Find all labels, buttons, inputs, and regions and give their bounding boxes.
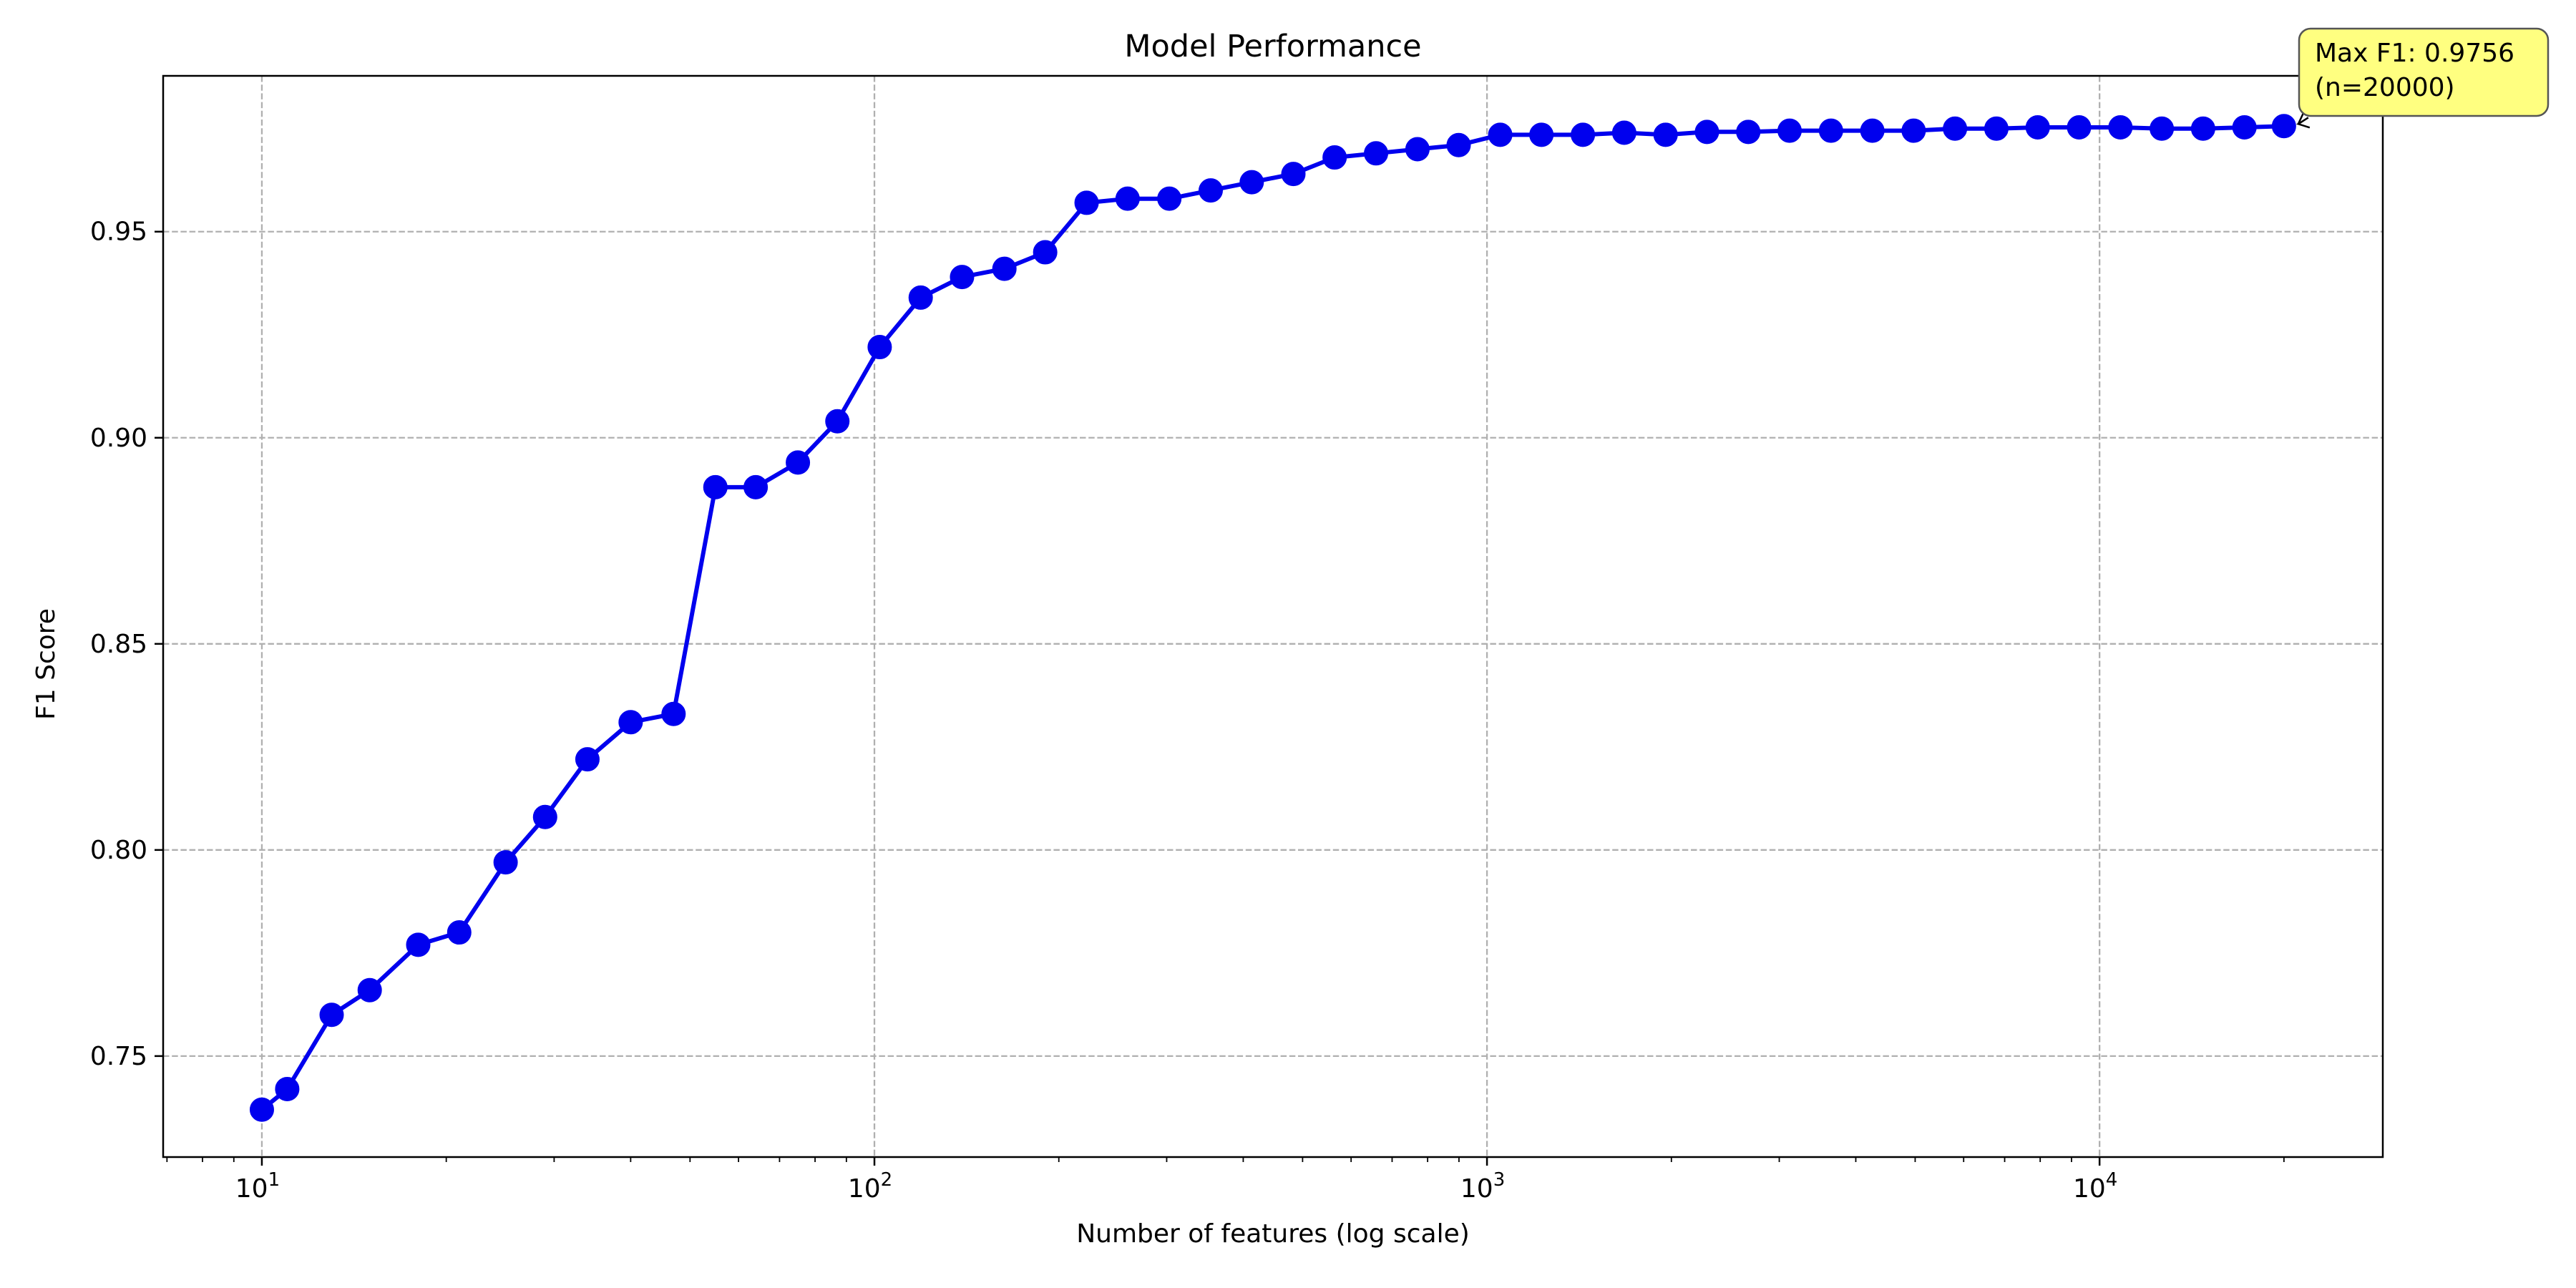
- data-point: [661, 701, 686, 726]
- y-tick-label: 0.90: [90, 424, 147, 453]
- data-point: [493, 850, 518, 875]
- data-point: [532, 804, 557, 829]
- data-point: [618, 710, 643, 735]
- annotation-box: [2298, 27, 2550, 117]
- data-point: [275, 1076, 300, 1101]
- data-point: [575, 747, 600, 772]
- data-point: [1818, 118, 1843, 143]
- data-point: [1984, 116, 2009, 141]
- data-point: [1074, 190, 1099, 215]
- data-point: [825, 409, 850, 434]
- data-point: [406, 932, 431, 957]
- data-point: [2150, 116, 2175, 141]
- y-tick-label: 0.75: [90, 1042, 147, 1071]
- data-point: [950, 265, 975, 290]
- x-tick-label: 104: [2073, 1169, 2117, 1204]
- data-point: [1777, 118, 1802, 143]
- data-point: [1571, 122, 1596, 147]
- data-point: [1611, 120, 1636, 145]
- y-tick-label: 0.85: [90, 630, 147, 659]
- plot-frame: [162, 74, 2384, 1158]
- annotation-text-n: (n=20000): [2315, 73, 2455, 102]
- annotation-text-max-f1: Max F1: 0.9756: [2315, 39, 2514, 68]
- data-point: [2025, 115, 2050, 140]
- data-point: [1529, 122, 1554, 147]
- y-tick-label: 0.80: [90, 836, 147, 865]
- data-point: [2067, 115, 2092, 140]
- data-point: [743, 474, 769, 499]
- x-axis-label: Number of features (log scale): [1076, 1219, 1470, 1249]
- data-point: [2190, 116, 2215, 141]
- x-tick-label: 103: [1460, 1169, 1505, 1204]
- data-point: [319, 1002, 344, 1028]
- data-point: [2232, 115, 2257, 140]
- x-tick-label: 102: [848, 1169, 892, 1204]
- data-point: [357, 977, 382, 1002]
- data-point: [1322, 145, 1347, 170]
- data-point: [786, 450, 811, 475]
- data-point: [908, 285, 933, 310]
- data-point: [1901, 118, 1926, 143]
- x-tick-label: 101: [235, 1169, 280, 1204]
- data-point: [2108, 115, 2133, 140]
- data-point: [1860, 118, 1885, 143]
- data-point: [992, 256, 1017, 281]
- data-point: [447, 920, 472, 945]
- data-point: [1281, 162, 1306, 187]
- data-point: [1653, 122, 1678, 147]
- data-point: [249, 1097, 274, 1122]
- data-point: [1115, 186, 1140, 211]
- data-point: [1694, 119, 1719, 145]
- y-tick-label: 0.95: [90, 218, 147, 247]
- data-point: [1736, 119, 1761, 145]
- data-point: [703, 474, 728, 499]
- annotation-arrow: [2296, 112, 2311, 129]
- series-layer: [249, 114, 2296, 1122]
- chart-title: Model Performance: [1124, 29, 1421, 64]
- data-point: [1239, 170, 1264, 195]
- data-point: [1033, 240, 1058, 265]
- data-point: [1943, 116, 1968, 141]
- data-point: [1157, 186, 1182, 211]
- data-point: [1199, 178, 1224, 203]
- grid-layer: [163, 76, 2383, 1157]
- tick-layer: 0.75 0.80 0.85 0.90 0.95 101 102 103 104: [90, 218, 2285, 1204]
- data-point: [867, 335, 892, 360]
- data-point: [2271, 114, 2296, 139]
- data-point: [1405, 137, 1430, 162]
- data-point: [1488, 122, 1513, 147]
- y-axis-label: F1 Score: [31, 608, 61, 720]
- data-point: [1364, 141, 1389, 166]
- data-point: [1446, 132, 1471, 157]
- max-f1-annotation: Max F1: 0.9756 (n=20000): [2296, 27, 2550, 129]
